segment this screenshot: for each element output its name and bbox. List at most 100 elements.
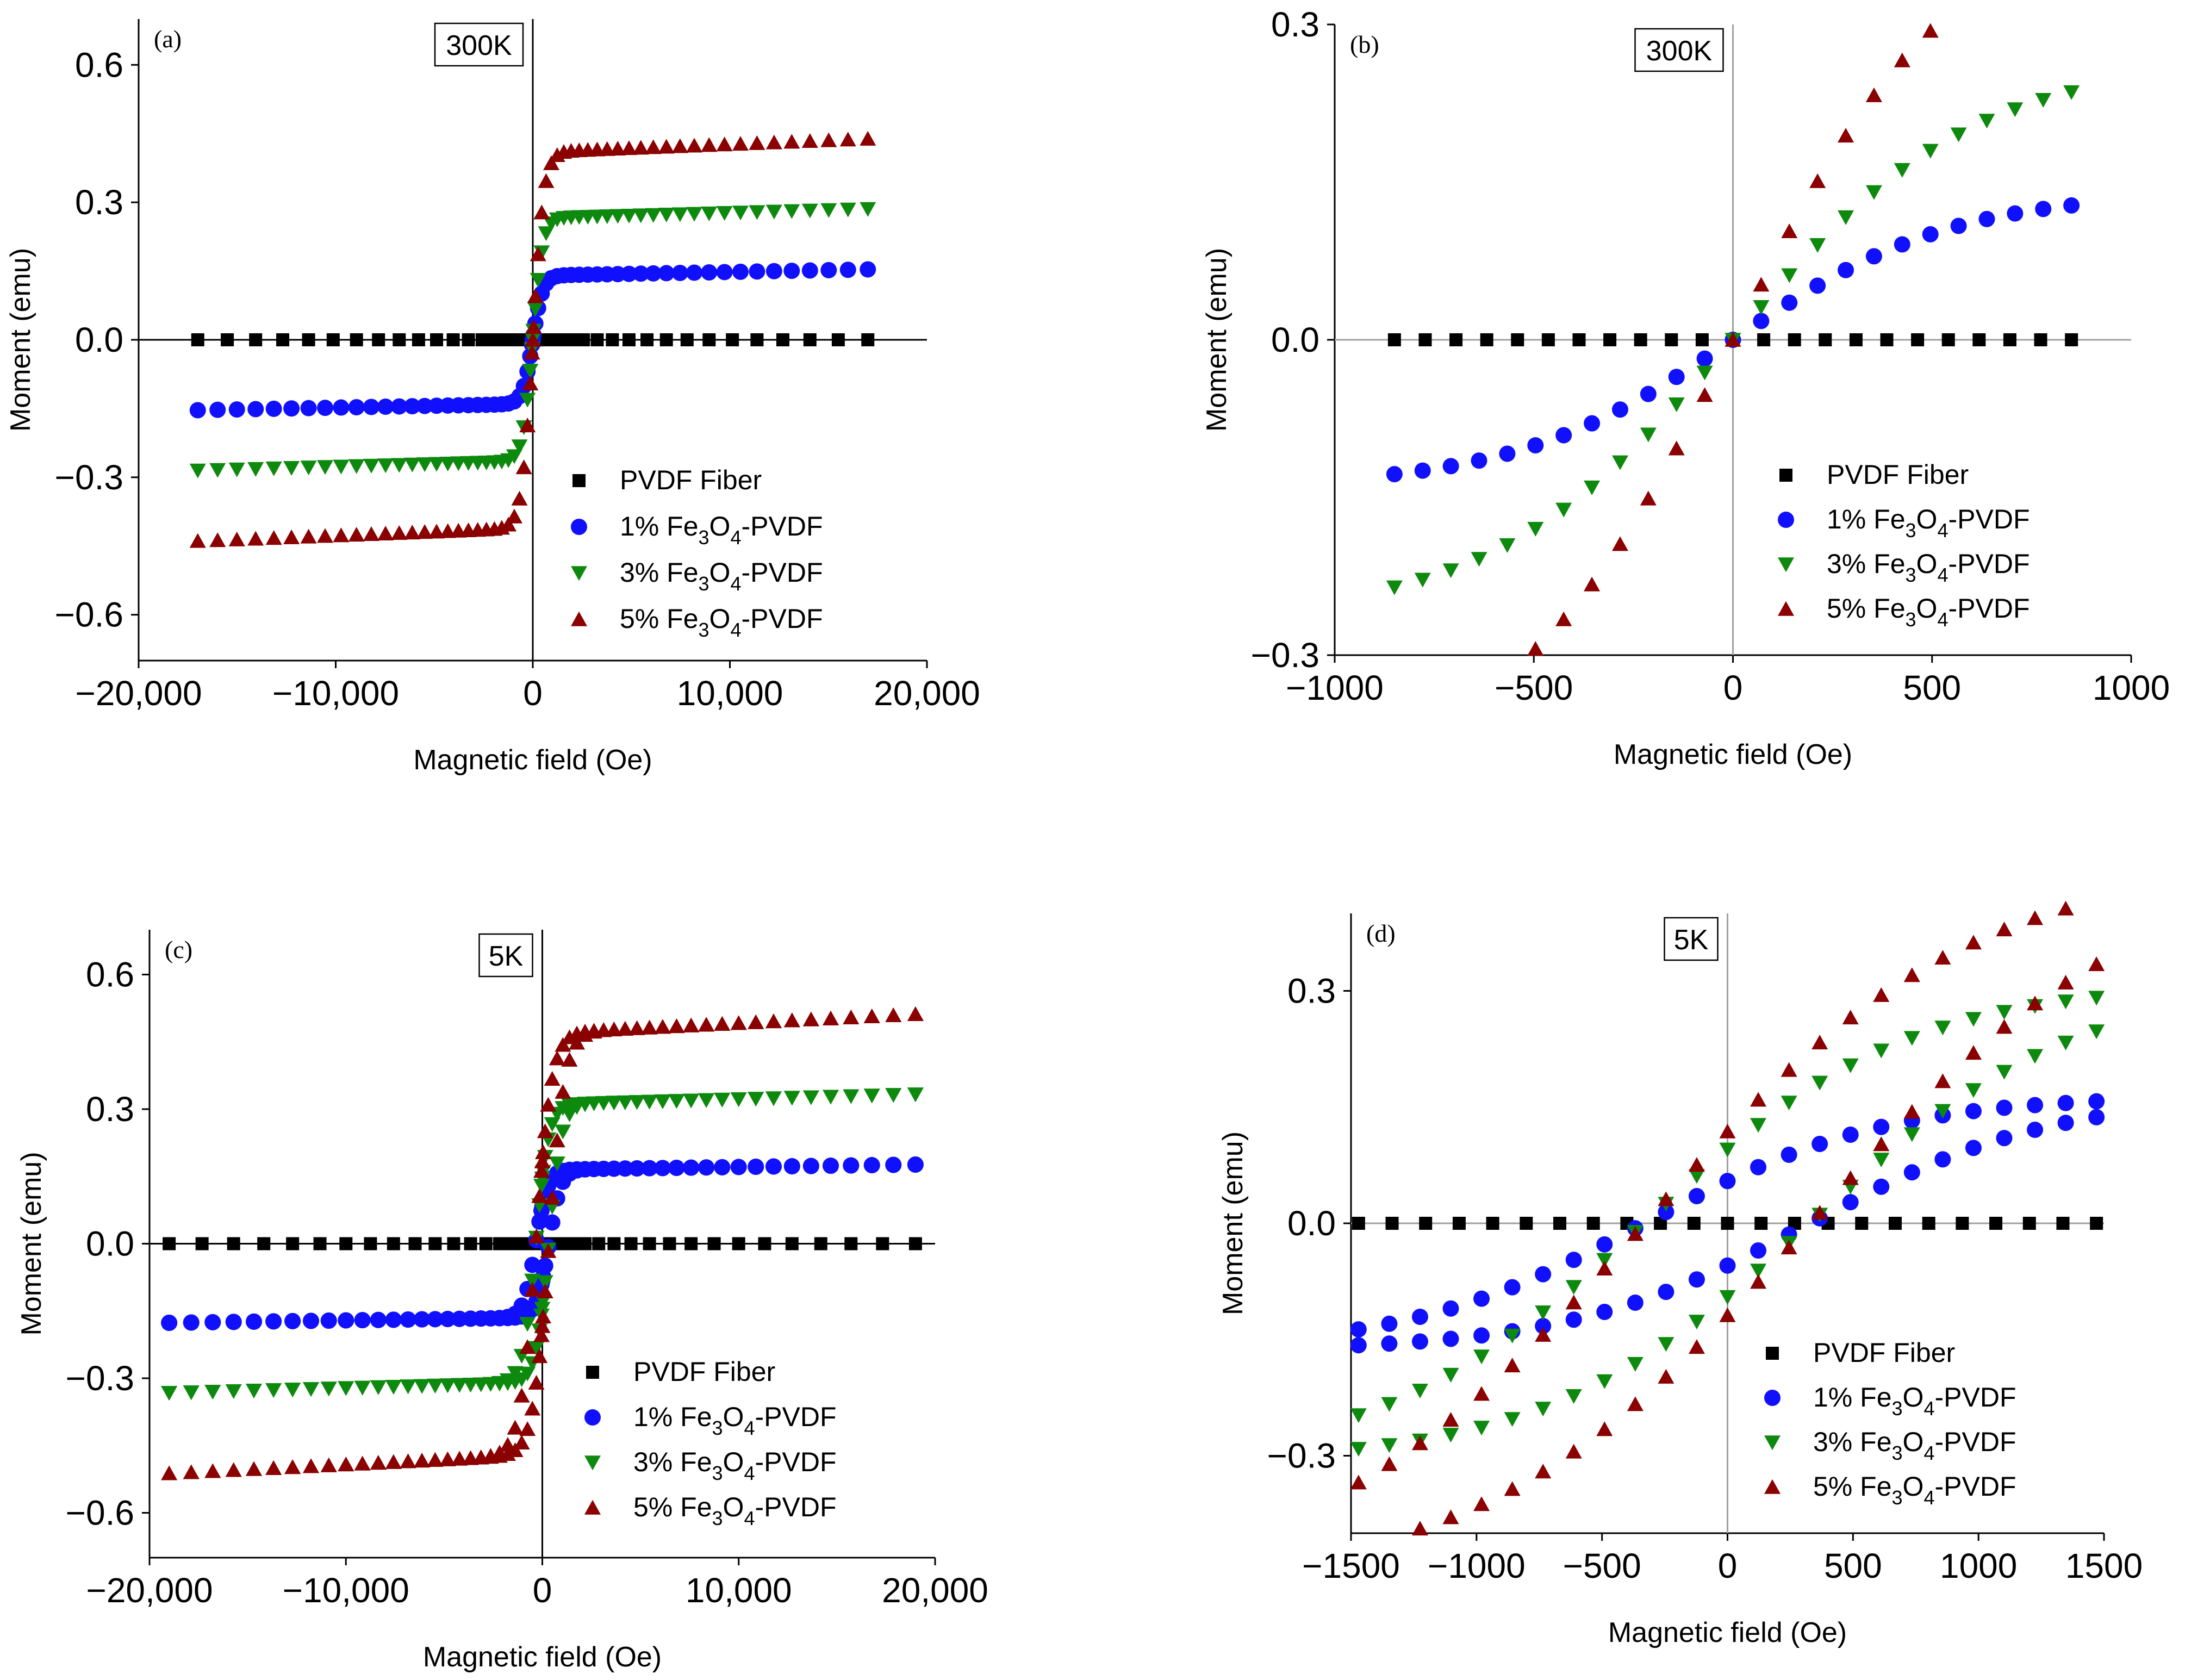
y-axis-title: Moment (emu) <box>1217 1131 1249 1315</box>
legend-label-part: 4 <box>1923 1397 1934 1420</box>
y-tick-label: 0.3 <box>86 1090 134 1129</box>
data-point <box>640 333 654 346</box>
data-point <box>1414 573 1431 588</box>
data-point <box>730 1092 747 1107</box>
data-point <box>1658 1204 1674 1221</box>
data-point <box>620 208 637 223</box>
data-point <box>1978 210 1995 227</box>
data-point <box>519 1317 536 1332</box>
data-point <box>1418 333 1432 346</box>
data-point <box>1873 1178 1890 1195</box>
data-point <box>785 1237 799 1250</box>
data-point <box>716 264 733 281</box>
data-point <box>227 1237 240 1250</box>
data-point <box>404 525 421 540</box>
series-group <box>1386 85 2080 595</box>
data-point <box>161 1465 178 1480</box>
data-point <box>507 1442 524 1457</box>
legend-label: PVDF Fiber <box>633 1357 775 1387</box>
data-point <box>363 458 379 474</box>
data-point <box>2022 1217 2036 1230</box>
series-group <box>161 1006 924 1480</box>
data-point <box>606 1021 622 1036</box>
chart-panel: −20,000 −10,000 0 10,000 20,000 −0.6 −0.3 0.0 0.… <box>16 930 988 1673</box>
data-point <box>500 517 517 532</box>
data-point <box>1812 1135 1828 1152</box>
legend-label: 1% Fe3O4-PVDF <box>1813 1382 2016 1420</box>
data-point <box>1978 114 1995 129</box>
data-point <box>1535 1402 1552 1417</box>
data-point <box>628 1095 645 1110</box>
data-point <box>823 1158 839 1174</box>
data-point <box>555 1124 571 1140</box>
data-point <box>1386 580 1403 595</box>
data-point <box>1411 1521 1428 1536</box>
x-tick-label: −20,000 <box>75 674 202 713</box>
legend-label-part: O <box>1903 1427 1924 1457</box>
data-point <box>698 1017 715 1032</box>
data-point <box>1842 1194 1859 1211</box>
data-point <box>683 1017 700 1032</box>
data-point <box>1504 1481 1521 1496</box>
data-point <box>1922 23 1939 38</box>
data-point <box>1996 922 2013 937</box>
data-point <box>1535 1305 1552 1321</box>
legend-label-part: 5% Fe <box>1813 1471 1892 1502</box>
data-point <box>843 1157 860 1174</box>
data-point <box>839 132 856 147</box>
data-point <box>844 1237 858 1250</box>
data-point <box>400 1453 416 1469</box>
legend-label-part: -PVDF <box>741 603 823 634</box>
data-point <box>1504 1279 1521 1296</box>
data-point <box>783 1012 800 1028</box>
data-point <box>161 1386 178 1401</box>
data-point <box>1894 163 1910 178</box>
data-point <box>247 531 264 546</box>
data-point <box>802 1090 819 1105</box>
data-point <box>439 523 456 538</box>
data-point <box>1442 1300 1459 1317</box>
data-point <box>1696 365 1713 381</box>
data-point <box>1688 1315 1705 1330</box>
data-point <box>544 1190 561 1205</box>
square-icon <box>1779 469 1792 482</box>
legend-label-part: O <box>723 1402 744 1432</box>
legend-label: 5% Fe3O4-PVDF <box>633 1492 836 1529</box>
y-tick-label: −0.3 <box>1267 1436 1336 1476</box>
data-point <box>225 1384 242 1399</box>
data-point <box>1812 1075 1828 1091</box>
data-point <box>1842 1058 1859 1073</box>
data-point <box>1865 248 1882 265</box>
data-point <box>1640 490 1657 506</box>
data-point <box>303 1382 320 1397</box>
data-point <box>714 1159 731 1175</box>
data-point <box>1586 1217 1600 1230</box>
x-tick-label: −500 <box>1495 668 1573 707</box>
data-point <box>1696 387 1713 402</box>
legend-label-part: O <box>1903 1382 1924 1413</box>
data-point <box>284 1383 301 1398</box>
x-tick-label: 1500 <box>2065 1546 2143 1585</box>
data-point <box>1442 1367 1459 1383</box>
triangle-up-icon <box>571 611 587 626</box>
data-point <box>339 1237 353 1250</box>
data-point <box>511 490 528 506</box>
data-point <box>1781 1096 1797 1111</box>
data-point <box>1753 300 1770 315</box>
legend-label-part: 3 <box>699 526 709 549</box>
y-tick-label: 0.6 <box>75 45 123 84</box>
data-point <box>1888 1217 1902 1230</box>
data-point <box>393 333 406 346</box>
data-point <box>385 1380 402 1395</box>
legend-label: 3% Fe3O4-PVDF <box>633 1447 836 1484</box>
data-point <box>247 401 264 418</box>
series-group <box>1350 1093 2105 1354</box>
legend-label-part: 4 <box>1923 1486 1934 1509</box>
data-point <box>533 1179 550 1194</box>
data-point <box>525 332 541 347</box>
data-point <box>1596 1421 1613 1436</box>
data-point <box>515 459 532 475</box>
data-point <box>555 1084 571 1099</box>
x-axis-title: Magnetic field (Oe) <box>423 1641 662 1673</box>
